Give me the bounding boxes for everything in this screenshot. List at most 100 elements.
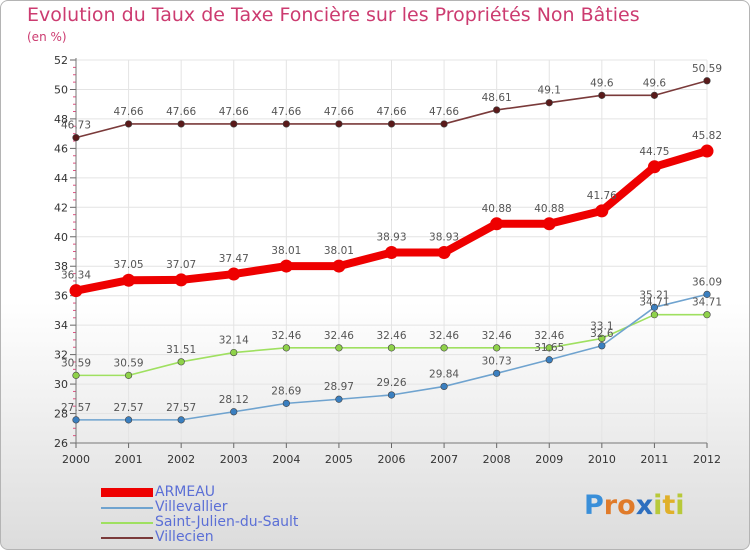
data-point (174, 273, 188, 287)
data-label: 47.66 (324, 106, 354, 118)
data-point (282, 399, 290, 407)
data-label: 30.59 (114, 357, 144, 369)
data-point (230, 408, 238, 416)
data-label: 31.65 (534, 342, 564, 354)
y-tick-label: 36 (54, 290, 68, 303)
data-label: 27.57 (61, 402, 91, 414)
data-label: 50.59 (692, 63, 722, 75)
data-label: 47.66 (376, 106, 406, 118)
data-point (177, 358, 185, 366)
data-point (72, 134, 80, 142)
x-tick-label: 2007 (430, 453, 458, 466)
data-label: 32.6 (590, 328, 614, 340)
data-label: 36.34 (61, 270, 91, 282)
x-tick-label: 2002 (167, 453, 195, 466)
data-point (335, 395, 343, 403)
chart-subtitle: (en %) (27, 30, 67, 44)
x-tick-label: 2005 (325, 453, 353, 466)
legend-label: ARMEAU (155, 484, 216, 500)
data-label: 33.1 (590, 320, 613, 332)
logo-letter: o (617, 490, 636, 521)
data-label: 45.82 (692, 130, 722, 142)
chart-title: Evolution du Taux de Taxe Foncière sur l… (27, 4, 640, 26)
data-label: 47.66 (114, 106, 144, 118)
data-label: 31.51 (166, 344, 196, 356)
data-point (282, 120, 290, 128)
data-point (122, 273, 136, 287)
data-point (650, 311, 659, 319)
x-tick-label: 2000 (62, 453, 90, 466)
data-point (703, 311, 711, 319)
data-point (387, 120, 396, 128)
data-point (440, 120, 448, 128)
data-label: 48.61 (482, 92, 512, 104)
data-point (493, 344, 501, 352)
legend-item: ARMEAU (101, 484, 361, 500)
proxiti-logo: Proxiti (584, 490, 685, 521)
data-label: 44.75 (639, 146, 669, 158)
data-point (545, 344, 553, 352)
legend-swatch (101, 537, 153, 539)
y-tick-label: 28 (54, 408, 68, 421)
x-tick-label: 2009 (535, 453, 563, 466)
x-tick-labels: 2000 2001 2002 2003 2004 2005 2006 2007 2008 2009… (62, 453, 721, 466)
data-point (124, 416, 133, 424)
data-label: 40.88 (534, 203, 564, 215)
y-tick-label: 46 (54, 142, 68, 155)
x-tick-label: 2008 (483, 453, 511, 466)
axes (70, 58, 708, 448)
data-point (69, 284, 83, 298)
data-label: 40.88 (482, 203, 512, 215)
data-point (703, 290, 711, 298)
legend-label: Villevallier (155, 499, 228, 515)
logo-letter: i (675, 490, 685, 521)
data-label: 47.66 (429, 106, 459, 118)
y-tick-label: 30 (54, 378, 68, 391)
data-point (387, 391, 396, 399)
data-label: 28.69 (271, 385, 301, 397)
data-label: 41.76 (587, 190, 617, 202)
data-point (387, 344, 396, 352)
data-point (700, 144, 714, 158)
logo-letter: r (603, 490, 618, 521)
legend: ARMEAU Villevallier Saint-Julien-du-Sault V… (101, 484, 361, 545)
data-labels: 46.73 47.66 47.66 47.66 47.66 47.66 47.66 47.66… (61, 63, 722, 414)
logo-letter: P (584, 490, 604, 521)
data-label: 32.46 (534, 330, 564, 342)
data-label: 28.12 (219, 394, 249, 406)
data-label: 37.07 (166, 259, 196, 271)
legend-item: Villecien (101, 529, 361, 545)
logo-letter: x (635, 490, 654, 521)
data-point (595, 204, 609, 218)
data-point (493, 369, 501, 377)
y-tick-label: 44 (54, 172, 68, 185)
logo-letter: t (662, 490, 676, 521)
data-point (650, 91, 659, 99)
x-tick-label: 2011 (640, 453, 668, 466)
legend-swatch (101, 507, 153, 509)
data-point (124, 371, 133, 379)
data-label: 32.46 (482, 330, 512, 342)
data-point (650, 303, 659, 311)
data-point (542, 217, 556, 231)
y-tick-label: 26 (54, 437, 68, 450)
x-tick-label: 2001 (115, 453, 143, 466)
y-tick-label: 52 (54, 54, 68, 67)
data-point (440, 344, 448, 352)
y-tick-labels: 26 28 30 32 34 36 38 40 42 44 46 48 50 52 (54, 54, 68, 450)
data-point (177, 416, 185, 424)
data-point (227, 267, 241, 281)
data-point (703, 77, 711, 85)
data-point (72, 416, 80, 424)
x-tick-label: 2010 (588, 453, 616, 466)
data-label: 49.6 (590, 77, 614, 89)
data-label: 29.84 (429, 368, 459, 380)
legend-swatch (101, 522, 153, 524)
data-label: 38.93 (376, 232, 406, 244)
data-point (440, 382, 448, 391)
data-label: 32.14 (219, 335, 249, 347)
data-point (335, 344, 343, 352)
data-point (230, 120, 238, 128)
y-tick-label: 42 (54, 201, 68, 214)
data-point (385, 246, 398, 260)
